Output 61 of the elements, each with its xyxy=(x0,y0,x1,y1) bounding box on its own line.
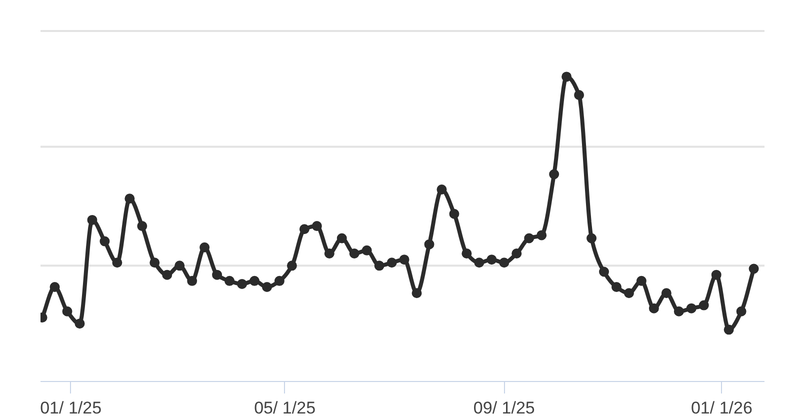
point xyxy=(124,194,135,204)
point xyxy=(187,276,198,286)
point xyxy=(748,264,759,274)
point xyxy=(374,260,384,271)
point xyxy=(636,276,646,286)
point xyxy=(174,260,185,271)
point xyxy=(349,248,360,258)
point xyxy=(274,276,284,286)
point xyxy=(499,258,510,268)
point xyxy=(299,224,310,234)
point xyxy=(100,236,110,246)
point xyxy=(512,248,522,258)
x-tick-label: 01/ 1/25 xyxy=(40,398,102,418)
point xyxy=(674,306,684,316)
point xyxy=(312,221,322,232)
point xyxy=(599,266,610,277)
point xyxy=(336,233,347,244)
point xyxy=(736,306,746,316)
point xyxy=(412,288,422,298)
point xyxy=(212,270,222,280)
point xyxy=(474,258,484,268)
x-tick-label: 09/ 1/25 xyxy=(473,398,535,418)
point xyxy=(362,245,372,256)
point xyxy=(286,260,297,271)
point xyxy=(686,303,696,314)
point xyxy=(112,258,122,268)
x-tick-label: 01/ 1/26 xyxy=(690,398,752,418)
point xyxy=(87,214,98,225)
point xyxy=(486,254,497,265)
point xyxy=(162,270,172,280)
point xyxy=(74,318,85,329)
point xyxy=(249,276,260,286)
point xyxy=(624,288,634,298)
point xyxy=(574,90,584,100)
point xyxy=(137,221,148,232)
x-tick-label: 05/ 1/25 xyxy=(254,398,316,418)
point xyxy=(386,258,397,268)
point xyxy=(449,208,460,219)
point xyxy=(237,278,248,289)
point xyxy=(611,282,622,292)
point xyxy=(424,239,434,250)
point xyxy=(698,300,709,310)
point xyxy=(462,248,472,258)
point xyxy=(50,282,60,292)
point xyxy=(399,254,410,265)
point xyxy=(536,230,547,240)
point xyxy=(150,258,160,268)
point xyxy=(62,306,72,316)
point xyxy=(262,282,272,292)
point xyxy=(648,303,659,314)
point xyxy=(562,72,572,82)
point xyxy=(661,288,672,298)
point xyxy=(224,276,235,286)
point xyxy=(724,324,734,335)
point xyxy=(524,233,534,244)
point xyxy=(324,248,334,258)
point xyxy=(711,270,722,280)
point xyxy=(549,169,560,180)
point xyxy=(436,184,447,194)
point xyxy=(586,233,597,244)
point xyxy=(200,242,210,252)
